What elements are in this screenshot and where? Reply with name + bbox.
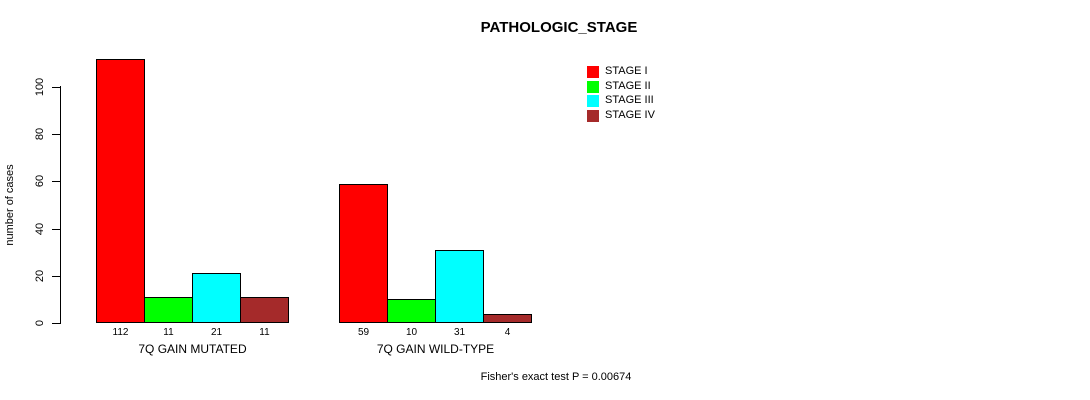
y-axis-tick-label: 0 bbox=[34, 319, 46, 327]
legend-label-stage-ii: STAGE II bbox=[605, 79, 651, 92]
legend-label-stage-iii: STAGE III bbox=[605, 94, 654, 107]
bar-value-label: 10 bbox=[405, 327, 418, 338]
y-axis-tick-label: 80 bbox=[34, 128, 46, 141]
y-axis-line bbox=[60, 86, 61, 324]
x-axis-category-label: 7Q GAIN WILD-TYPE bbox=[376, 342, 495, 356]
y-axis-tick bbox=[52, 323, 60, 324]
bar-stage-iii-7q-gain-wild-type bbox=[435, 249, 484, 323]
y-axis-label: number of cases bbox=[4, 164, 16, 246]
bar-value-label: 31 bbox=[453, 327, 466, 338]
y-axis-tick bbox=[52, 181, 60, 183]
y-axis-tick-label: 40 bbox=[34, 222, 46, 235]
legend-label-stage-iv: STAGE IV bbox=[605, 108, 655, 121]
legend-swatch-stage-i bbox=[587, 66, 599, 78]
bar-stage-i-7q-gain-wild-type bbox=[339, 183, 388, 323]
chart-title: PATHOLOGIC_STAGE bbox=[480, 19, 638, 36]
legend-swatch-stage-ii bbox=[587, 80, 599, 93]
y-axis-tick-label: 100 bbox=[34, 77, 46, 97]
y-axis-tick-label: 60 bbox=[34, 175, 46, 188]
fisher-test-annotation: Fisher's exact test P = 0.00674 bbox=[480, 371, 632, 383]
y-axis-tick bbox=[52, 275, 60, 277]
bar-value-label: 59 bbox=[357, 327, 370, 338]
y-axis-tick bbox=[52, 87, 60, 88]
bar-stage-ii-7q-gain-mutated bbox=[144, 297, 193, 323]
bar-value-label: 11 bbox=[163, 327, 174, 338]
legend-swatch-stage-iv bbox=[587, 109, 599, 122]
bar-value-label: 11 bbox=[259, 327, 270, 338]
bar-value-label: 21 bbox=[210, 327, 223, 338]
bar-value-label: 112 bbox=[112, 327, 129, 338]
bar-stage-iv-7q-gain-mutated bbox=[240, 297, 289, 323]
y-axis-tick bbox=[52, 134, 60, 136]
bar-stage-iii-7q-gain-mutated bbox=[192, 273, 241, 323]
legend-label-stage-i: STAGE I bbox=[605, 65, 648, 77]
y-axis-tick bbox=[52, 228, 60, 230]
bar-value-label: 4 bbox=[504, 327, 511, 338]
bar-stage-ii-7q-gain-wild-type bbox=[387, 299, 436, 323]
legend-swatch-stage-iii bbox=[587, 95, 599, 108]
x-axis-category-label: 7Q GAIN MUTATED bbox=[138, 342, 247, 356]
bar-stage-i-7q-gain-mutated bbox=[96, 58, 145, 323]
y-axis-tick-label: 20 bbox=[34, 269, 46, 282]
bar-stage-iv-7q-gain-wild-type bbox=[483, 313, 532, 323]
